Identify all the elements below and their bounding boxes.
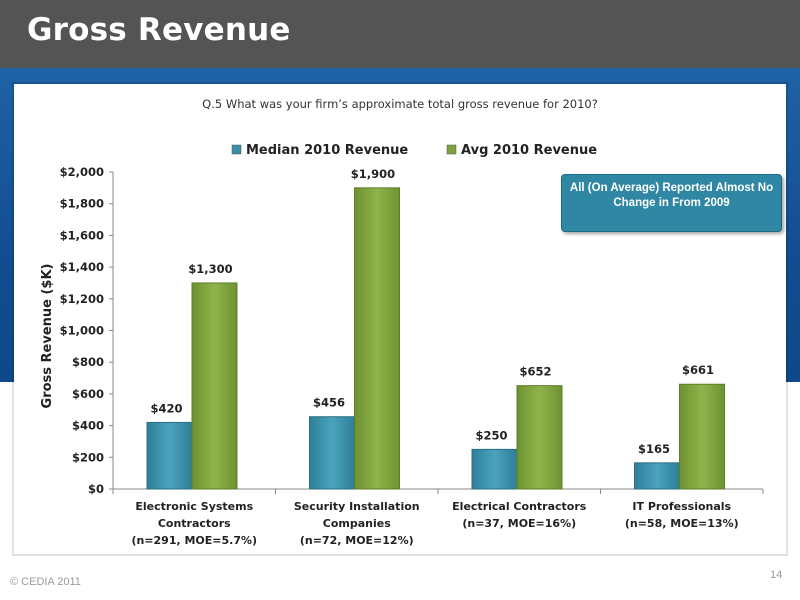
x-category-label: (n=72, MOE=12%) <box>300 534 414 547</box>
y-tick-label: $1,400 <box>60 260 104 274</box>
median-value-label: $420 <box>150 401 182 415</box>
y-tick-label: $1,800 <box>60 197 104 211</box>
median-value-label: $456 <box>313 396 345 410</box>
x-category-label: (n=58, MOE=13%) <box>625 517 739 530</box>
median-value-label: $250 <box>475 428 507 442</box>
y-tick-label: $400 <box>72 419 104 433</box>
avg-value-label: $1,900 <box>351 167 395 181</box>
avg-bar <box>354 187 400 490</box>
avg-value-label: $661 <box>682 363 714 377</box>
callout-text: All (On Average) Reported Almost No Chan… <box>569 182 774 209</box>
median-bar <box>309 416 355 490</box>
page-number: 14 <box>770 569 783 581</box>
legend-swatch-median <box>231 144 242 155</box>
y-tick-label: $600 <box>72 387 104 401</box>
avg-bar <box>679 383 725 490</box>
y-tick-label: $2,000 <box>60 165 104 179</box>
chart-question: Q.5 What was your firm’s approximate tot… <box>202 97 598 111</box>
x-category-label: (n=291, MOE=5.7%) <box>131 534 257 547</box>
legend-label-median: Median 2010 Revenue <box>246 143 408 158</box>
y-tick-label: $800 <box>72 355 104 369</box>
median-bar <box>634 462 680 490</box>
avg-bar <box>516 385 563 490</box>
legend-label-avg: Avg 2010 Revenue <box>461 143 597 158</box>
y-tick-label: $1,000 <box>60 324 104 338</box>
x-category-label: Companies <box>323 517 391 530</box>
avg-value-label: $1,300 <box>188 262 232 276</box>
callout-box: All (On Average) Reported Almost No Chan… <box>561 174 782 232</box>
y-axis-label: Gross Revenue ($K) <box>40 264 55 409</box>
x-category-label: (n=37, MOE=16%) <box>462 517 576 530</box>
avg-bar <box>191 282 238 490</box>
x-category-label: Contractors <box>158 517 231 530</box>
legend-swatch-avg <box>446 144 457 155</box>
x-category-label: Security Installation <box>294 500 420 513</box>
median-value-label: $165 <box>638 442 670 456</box>
y-tick-label: $200 <box>72 450 104 464</box>
x-category-label: Electrical Contractors <box>452 500 587 513</box>
copyright-text: © CEDIA 2011 <box>10 576 81 588</box>
x-category-label: Electronic Systems <box>135 500 253 513</box>
median-bar <box>146 421 193 490</box>
y-tick-label: $1,600 <box>60 228 104 242</box>
y-tick-label: $1,200 <box>60 292 104 306</box>
avg-value-label: $652 <box>519 365 551 379</box>
header-bar: Gross Revenue <box>0 0 800 68</box>
median-bar <box>471 448 518 490</box>
slide-title: Gross Revenue <box>27 12 291 48</box>
x-category-label: IT Professionals <box>632 500 731 513</box>
y-tick-label: $0 <box>88 482 104 496</box>
